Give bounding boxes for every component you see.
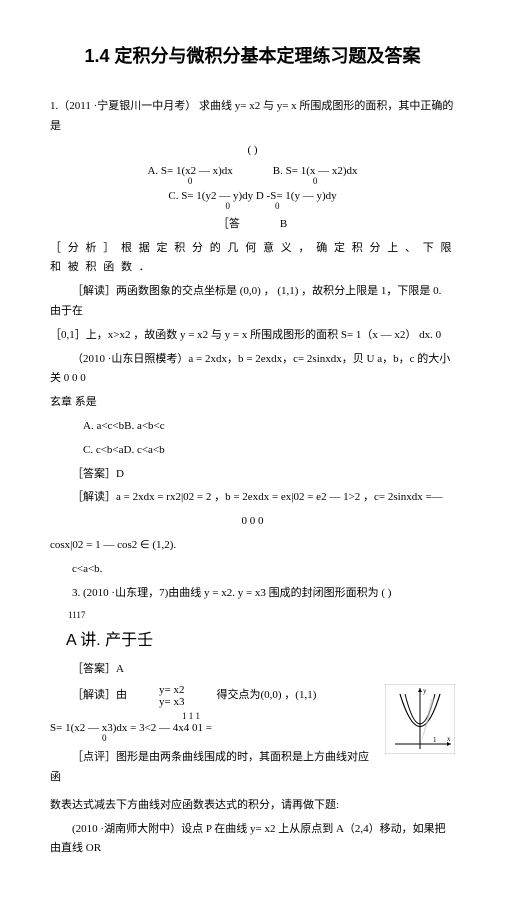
q2-jiedu: ［解读］a = 2xdx = rx2|02 = 2 ，b = 2exdx = e… bbox=[50, 488, 455, 508]
sub-r: 0 bbox=[275, 201, 280, 211]
q3-opt-a: A 讲. 产于壬 bbox=[50, 627, 455, 656]
q2-answer: ［答案］D bbox=[50, 465, 455, 485]
q3-jiedu-row: ［解读］由 y= x2 y= x3 得交点为(0,0) ，(1,1) bbox=[50, 684, 377, 708]
q3-eq2: y= x3 bbox=[137, 696, 184, 708]
q3-s-main: S= 1(x2 — x3)dx = 3<2 — 4x4 01 = bbox=[50, 722, 212, 734]
q2-opt-c: C. c<b<aD. c<a<b bbox=[50, 441, 455, 461]
q3-eq1: y= x2 bbox=[137, 684, 184, 696]
q1-jiedu: ［解读］两函数图象的交点坐标是 (0,0) ， (1,1) ，故积分上限是 1，… bbox=[50, 282, 455, 322]
doc-title: 1.4 定积分与微积分基本定理练习题及答案 bbox=[50, 40, 455, 72]
q1-opt-a-sub: 0 bbox=[147, 177, 232, 187]
q1-stem: 1.（2011 ·宁夏银川一中月考） 求曲线 y= x2 与 y= x 所围成图… bbox=[50, 97, 455, 137]
label-y: y bbox=[423, 687, 427, 695]
q1-opt-c: C. S= 1(y2 — y)dy D -S= 1(y — y)dy 0 0 bbox=[168, 190, 336, 212]
q3-answer: ［答案］A bbox=[50, 660, 455, 680]
q1-opt-a: A. S= 1(x2 — x)dx 0 bbox=[147, 165, 232, 187]
bottom-line2: (2010 ·湖南师大附中）设点 P 在曲线 y= x2 上从原点到 A（2,4… bbox=[50, 820, 455, 860]
q2-concl: c<a<b. bbox=[50, 560, 455, 580]
q3-sup: 1117 bbox=[50, 607, 455, 623]
label-x: x bbox=[447, 735, 451, 743]
bottom-line1: 数表达式减去下方曲线对应函数表达式的积分，请再做下题: bbox=[50, 796, 455, 816]
q2-pre: 玄章 系是 bbox=[50, 393, 455, 413]
q3-dianping: ［点评］图形是由两条曲线围成的时，其面积是上方曲线对应函 bbox=[50, 748, 455, 788]
q1-answer-label: ［答 bbox=[218, 215, 240, 235]
q3-jiedu-post: 得交点为(0,0) ，(1,1) bbox=[194, 686, 316, 706]
q1-opt-b-sub: 0 bbox=[273, 177, 358, 187]
q1-analysis: ［ 分 析 ］ 根 据 定 积 分 的 几 何 意 义 ， 确 定 积 分 上 … bbox=[50, 239, 455, 279]
q1-jiedu2: ［0,1］上，x>x2 ，故函数 y = x2 与 y = x 所围成图形的面积… bbox=[50, 326, 455, 346]
q1-paren: ( ) bbox=[50, 141, 455, 161]
sub-l: 0 bbox=[226, 201, 231, 211]
q1-opt-b-text: B. S= 1(x — x2)dx bbox=[273, 165, 358, 177]
q1-opt-b: B. S= 1(x — x2)dx 0 bbox=[273, 165, 358, 187]
q1-answer-val: B bbox=[280, 215, 287, 235]
q1-opt-a-text: A. S= 1(x2 — x)dx bbox=[147, 165, 232, 177]
q1-opt-c-sub: 0 0 bbox=[168, 202, 336, 212]
label-1: 1 bbox=[433, 736, 437, 744]
q2-jiedu-sub: 0 0 0 bbox=[50, 512, 455, 532]
q3-stem: 3. (2010 ·山东理，7)由曲线 y = x2. y = x3 围成的封闭… bbox=[50, 584, 455, 604]
q2-stem: （2010 ·山东日照模考）a = 2xdx，b = 2exdx，c= 2sin… bbox=[50, 350, 455, 390]
q2-opt-a: A. a<c<bB. a<b<c bbox=[50, 417, 455, 437]
q2-cos: cosx|02 = 1 — cos2 ∈ (1,2). bbox=[50, 536, 455, 556]
q1-opt-c-text: C. S= 1(y2 — y)dy D -S= 1(y — y)dy bbox=[168, 190, 336, 202]
figure-parabola: y x 1 bbox=[385, 684, 455, 754]
q3-jiedu-pre: ［解读］由 bbox=[50, 686, 127, 706]
